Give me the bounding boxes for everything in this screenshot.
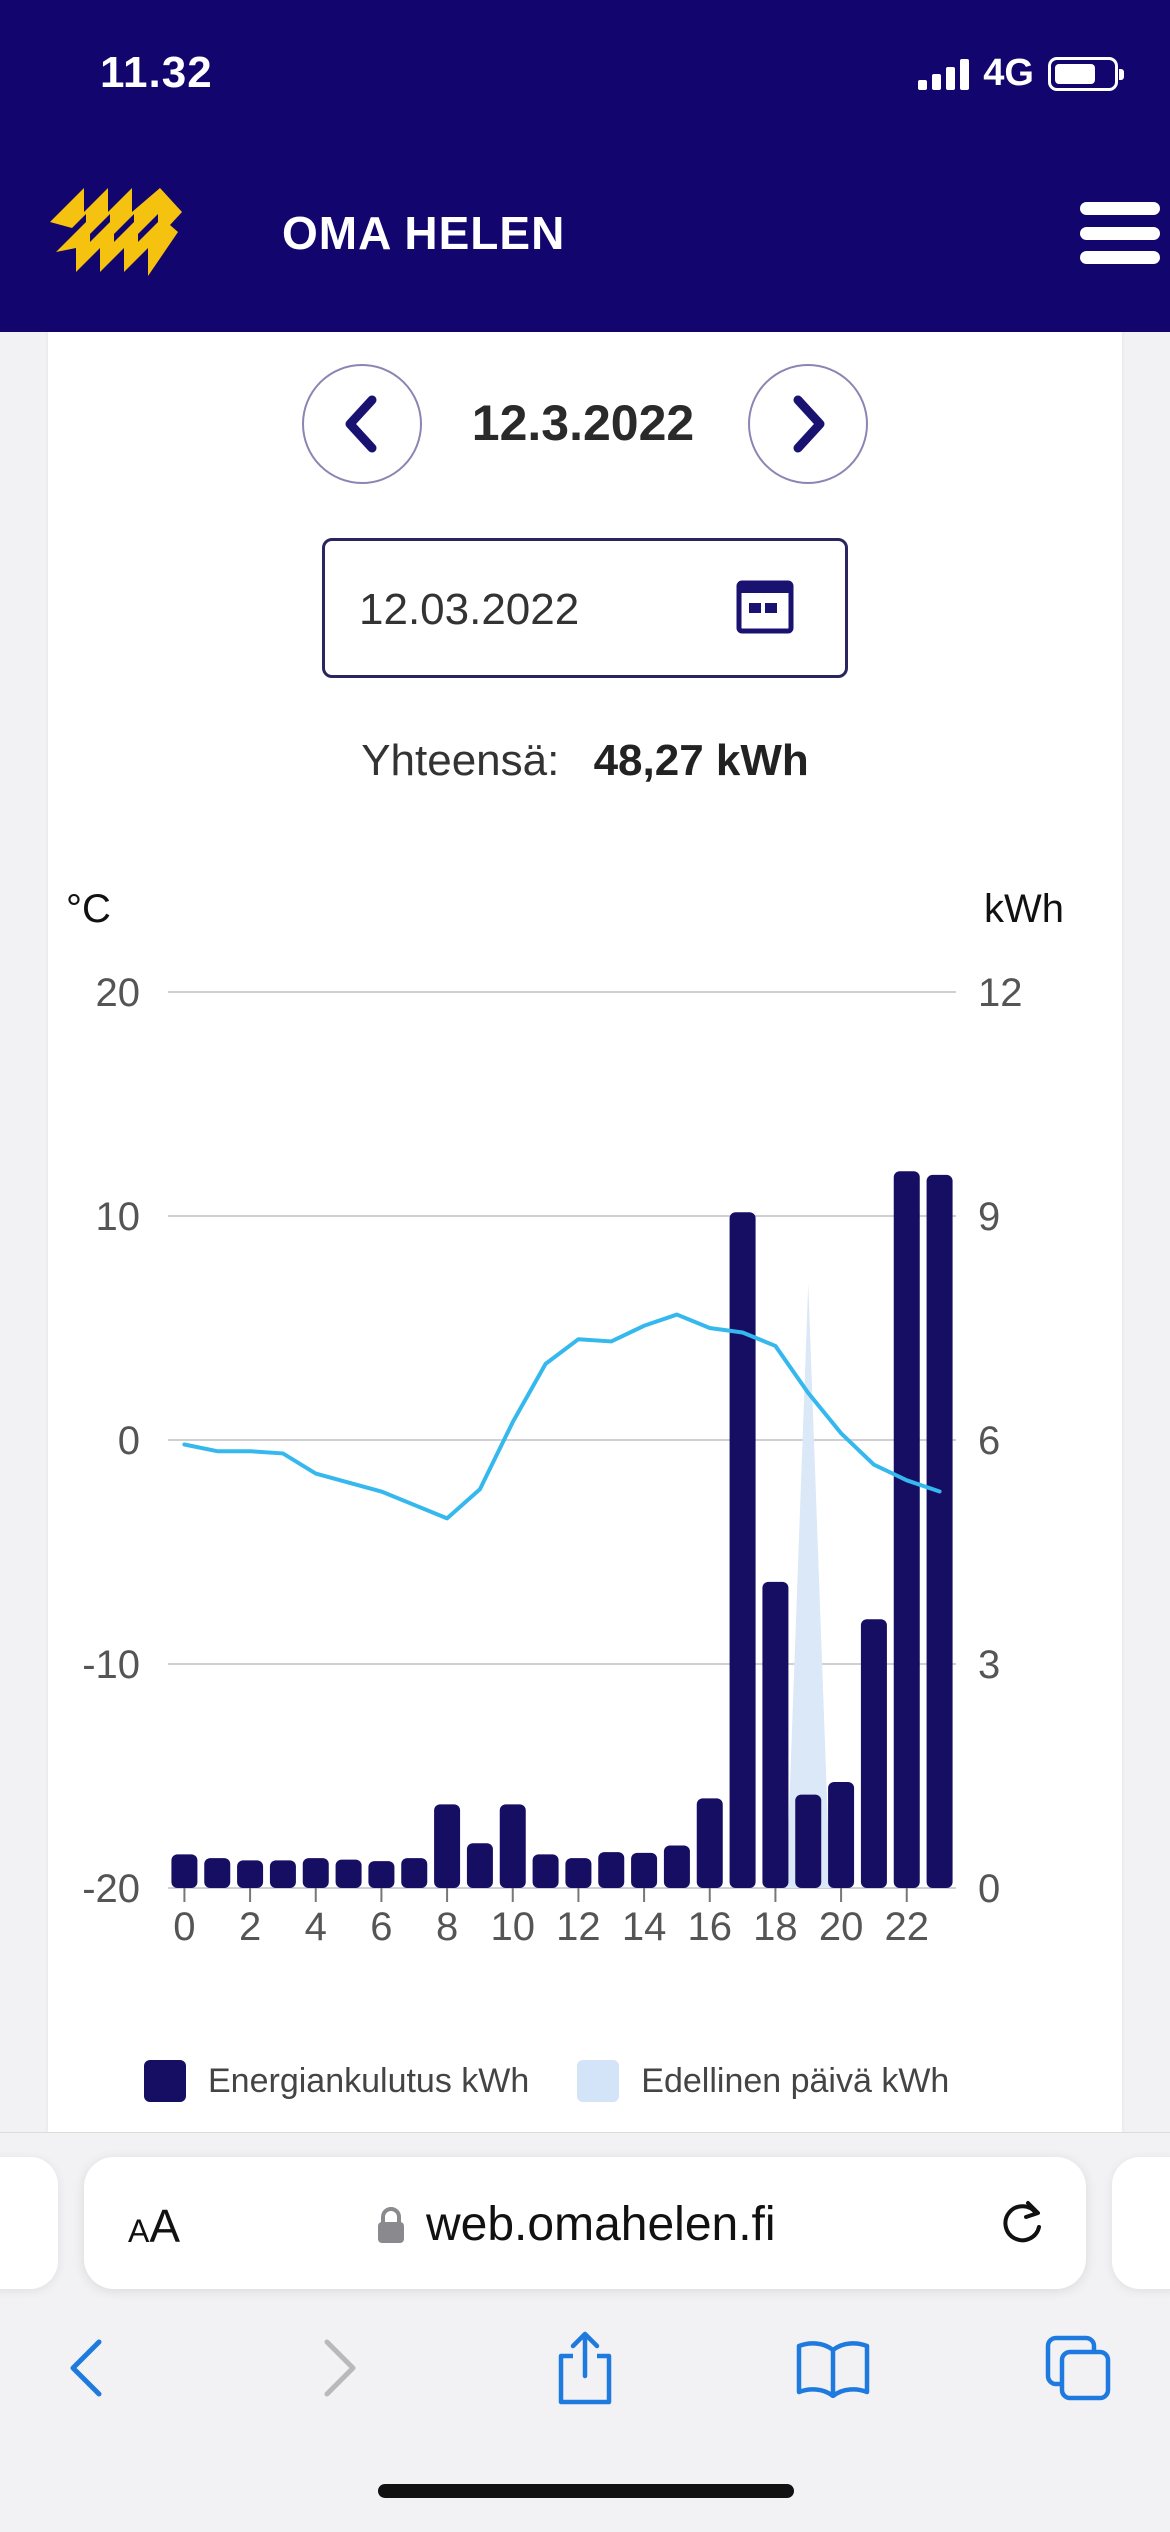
consumption-bar <box>631 1852 658 1888</box>
right-axis-tick-label: 3 <box>978 1643 1000 1687</box>
home-indicator <box>378 2484 794 2498</box>
consumption-bar <box>565 1858 592 1888</box>
x-axis-tick-label: 4 <box>305 1905 327 1949</box>
next-day-button[interactable] <box>748 364 868 484</box>
consumption-bar <box>204 1858 231 1888</box>
status-time: 11.32 <box>100 48 213 97</box>
consumption-bar <box>663 1845 690 1888</box>
left-axis-tick-label: -20 <box>82 1867 140 1911</box>
share-icon[interactable] <box>530 2313 640 2423</box>
right-axis-tick-label: 0 <box>978 1867 1000 1911</box>
consumption-bar <box>368 1861 395 1888</box>
text-size-button[interactable]: AA <box>128 2200 181 2252</box>
status-bar: 11.32 4G <box>0 0 1170 150</box>
x-axis-tick-label: 18 <box>753 1905 798 1949</box>
x-axis-tick-label: 22 <box>885 1905 930 1949</box>
consumption-bar <box>926 1174 953 1888</box>
left-axis-tick-label: 10 <box>96 1195 141 1239</box>
previous-day-button[interactable] <box>302 364 422 484</box>
consumption-bar <box>269 1860 296 1888</box>
url-text: web.omahelen.fi <box>426 2198 776 2251</box>
consumption-bar <box>762 1581 789 1888</box>
consumption-bar <box>499 1804 526 1888</box>
reload-icon[interactable] <box>996 2197 1048 2254</box>
date-input[interactable]: 12.03.2022 <box>322 538 848 678</box>
legend-label-consumption: Energiankulutus kWh <box>208 2061 530 2100</box>
consumption-bar <box>237 1860 264 1888</box>
left-axis-unit: °C <box>66 887 111 931</box>
forward-icon[interactable] <box>284 2313 394 2423</box>
browser-bar: AA web.omahelen.fi <box>0 2132 1170 2532</box>
previous-day-area <box>786 1283 831 1888</box>
helen-logo-icon[interactable] <box>50 182 184 287</box>
temperature-line <box>182 1312 942 1521</box>
legend-swatch-previous-day <box>577 2060 620 2102</box>
total-consumption: Yhteensä: 48,27 kWh <box>48 736 1122 786</box>
x-axis-tick-label: 12 <box>556 1905 601 1949</box>
app-title: OMA HELEN <box>282 207 566 259</box>
right-axis-tick-label: 9 <box>978 1195 1000 1239</box>
hamburger-icon[interactable] <box>1080 202 1160 264</box>
legend-swatch-consumption <box>144 2060 186 2102</box>
consumption-bar <box>893 1171 920 1888</box>
x-axis-tick-label: 2 <box>239 1905 261 1949</box>
x-axis-tick-label: 14 <box>622 1905 667 1949</box>
consumption-bar <box>860 1619 887 1888</box>
x-axis-tick-label: 0 <box>173 1905 195 1949</box>
consumption-bar <box>828 1781 855 1888</box>
right-axis-unit: kWh <box>984 887 1064 931</box>
battery-icon <box>1048 56 1124 91</box>
left-axis-tick-label: 20 <box>96 971 141 1015</box>
legend-item-previous-day[interactable]: Edellinen päivä kWh <box>577 2060 949 2102</box>
chevron-left-icon <box>345 395 377 453</box>
consumption-bar <box>171 1854 198 1888</box>
consumption-bar <box>532 1854 559 1888</box>
address-bar[interactable]: AA web.omahelen.fi <box>84 2157 1086 2289</box>
browser-toolbar <box>0 2313 1170 2433</box>
legend-item-consumption[interactable]: Energiankulutus kWh <box>144 2060 529 2102</box>
next-tab-preview[interactable] <box>1112 2157 1170 2289</box>
chevron-right-icon <box>793 395 825 453</box>
consumption-bar <box>302 1858 329 1888</box>
left-axis-tick-label: 0 <box>118 1419 140 1463</box>
total-value: 48,27 kWh <box>593 736 809 785</box>
date-input-value: 12.03.2022 <box>359 585 580 634</box>
right-axis-tick-label: 12 <box>978 971 1023 1015</box>
x-axis-tick-label: 6 <box>370 1905 392 1949</box>
bookmarks-icon[interactable] <box>778 2313 888 2423</box>
network-type: 4G <box>983 52 1034 94</box>
right-axis-tick-label: 6 <box>978 1419 1000 1463</box>
legend-label-previous-day: Edellinen päivä kWh <box>641 2061 950 2100</box>
x-axis-tick-label: 16 <box>688 1905 733 1949</box>
consumption-bar <box>598 1852 625 1888</box>
consumption-bar <box>696 1798 723 1888</box>
consumption-bar <box>729 1212 756 1888</box>
calendar-icon[interactable] <box>735 577 795 642</box>
consumption-bar <box>795 1794 822 1888</box>
url-display[interactable]: web.omahelen.fi <box>376 2197 776 2252</box>
consumption-bar <box>466 1843 493 1888</box>
status-indicators: 4G <box>918 52 1124 95</box>
back-icon[interactable] <box>32 2313 142 2423</box>
signal-icon <box>918 58 970 90</box>
tabs-icon[interactable] <box>1024 2313 1134 2423</box>
consumption-bar <box>434 1804 461 1888</box>
x-axis-tick-label: 10 <box>491 1905 536 1949</box>
previous-tab-preview[interactable] <box>0 2157 58 2289</box>
selected-date-title: 12.3.2022 <box>471 395 695 451</box>
x-axis-tick-label: 8 <box>436 1905 458 1949</box>
consumption-bar <box>335 1859 362 1888</box>
consumption-card: 12.3.2022 12.03.2022 Yhteensä: 48,27 kWh… <box>48 332 1122 2132</box>
total-label: Yhteensä: <box>361 736 560 785</box>
x-axis-tick-label: 20 <box>819 1905 864 1949</box>
lock-icon <box>378 2206 404 2243</box>
app-header: OMA HELEN <box>0 150 1170 332</box>
left-axis-tick-label: -10 <box>82 1643 140 1687</box>
chart-legend: Energiankulutus kWh Edellinen päivä kWh <box>144 2060 997 2102</box>
consumption-bar <box>401 1858 428 1888</box>
